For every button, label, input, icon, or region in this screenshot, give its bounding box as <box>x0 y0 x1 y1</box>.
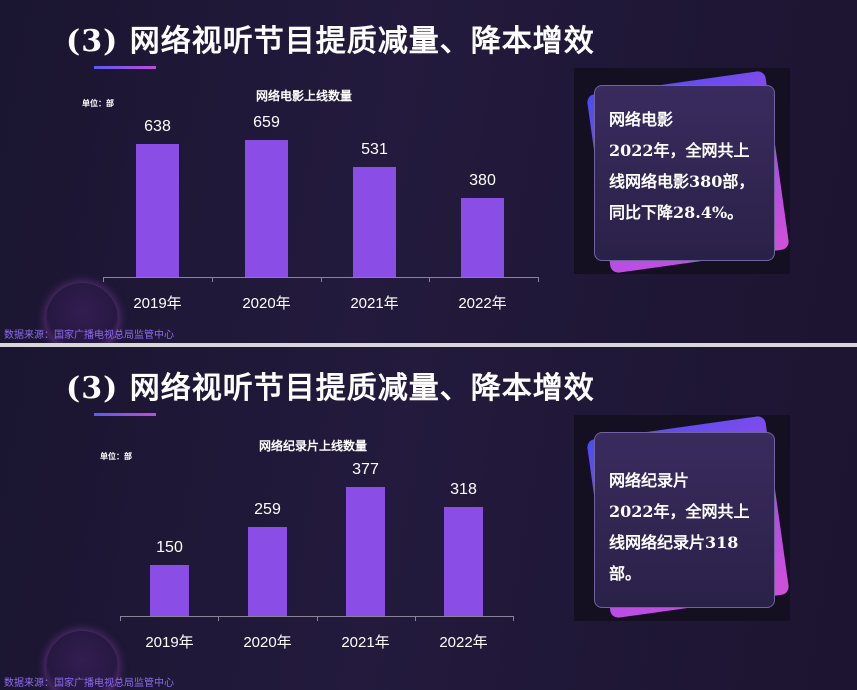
data-label: 150 <box>156 538 183 556</box>
bar <box>461 197 504 277</box>
info-card: 网络纪录片 2022年，全网共上线网络纪录片318部。 <box>594 432 775 608</box>
slide-network-documentaries: (3) 网络视听节目提质减量、降本增效 网络纪录片上线数量 单位：部 数据来源：… <box>0 347 857 690</box>
data-label: 380 <box>469 171 496 189</box>
x-tick <box>103 277 104 282</box>
x-tick-label: 2022年 <box>458 295 507 312</box>
unit-label: 单位：部 <box>82 98 114 108</box>
data-label: 638 <box>144 118 171 136</box>
x-tick <box>316 616 318 621</box>
source-note: 数据来源：国家广播电视总局监管中心 <box>4 678 174 689</box>
slide-title: (3) 网络视听节目提质减量、降本增效 <box>66 24 595 59</box>
bar <box>444 507 483 616</box>
x-tick <box>320 277 322 282</box>
x-tick <box>414 616 416 621</box>
bar <box>346 487 385 616</box>
bar <box>150 564 189 616</box>
chart-title: 网络纪录片上线数量 <box>259 439 368 453</box>
x-tick-label: 2021年 <box>350 295 399 312</box>
card-heading: 网络纪录片 <box>609 471 690 490</box>
x-tick <box>538 277 539 282</box>
x-tick-label: 2020年 <box>242 295 291 312</box>
source-note: 数据来源：国家广播电视总局监管中心 <box>4 330 174 341</box>
title-underline <box>94 413 156 416</box>
x-tick-label: 2019年 <box>145 634 194 651</box>
data-label: 531 <box>361 140 388 158</box>
chart-title: 网络电影上线数量 <box>256 89 353 103</box>
info-card: 网络电影 2022年，全网共上线网络电影380部，同比下降28.4%。 <box>594 85 775 261</box>
card-body: 2022年，全网共上线网络纪录片318部。 <box>609 502 750 583</box>
data-label: 377 <box>352 461 379 479</box>
orb-decoration <box>46 283 118 343</box>
x-tick <box>218 616 220 621</box>
title-underline <box>94 66 156 69</box>
x-tick <box>513 616 514 621</box>
bar <box>245 139 288 277</box>
bar <box>136 144 179 277</box>
x-tick-label: 2021年 <box>341 634 390 651</box>
data-label: 259 <box>254 501 281 519</box>
card-body: 2022年，全网共上线网络电影380部，同比下降28.4%。 <box>609 141 755 222</box>
slide-title: (3) 网络视听节目提质减量、降本增效 <box>66 371 595 406</box>
x-tick-label: 2019年 <box>133 295 182 312</box>
slide-network-films: (3) 网络视听节目提质减量、降本增效 网络电影上线数量 单位：部 数据来源：国… <box>0 0 857 343</box>
data-label: 659 <box>253 113 280 131</box>
x-tick-label: 2022年 <box>439 634 488 651</box>
bar <box>353 166 396 277</box>
x-tick-label: 2020年 <box>243 634 292 651</box>
x-tick <box>211 277 213 282</box>
orb-decoration <box>46 631 118 690</box>
bar <box>248 527 287 616</box>
card-heading: 网络电影 <box>609 110 674 129</box>
x-tick <box>429 277 431 282</box>
x-tick <box>120 616 121 621</box>
data-label: 318 <box>450 481 477 499</box>
unit-label: 单位：部 <box>100 451 132 461</box>
